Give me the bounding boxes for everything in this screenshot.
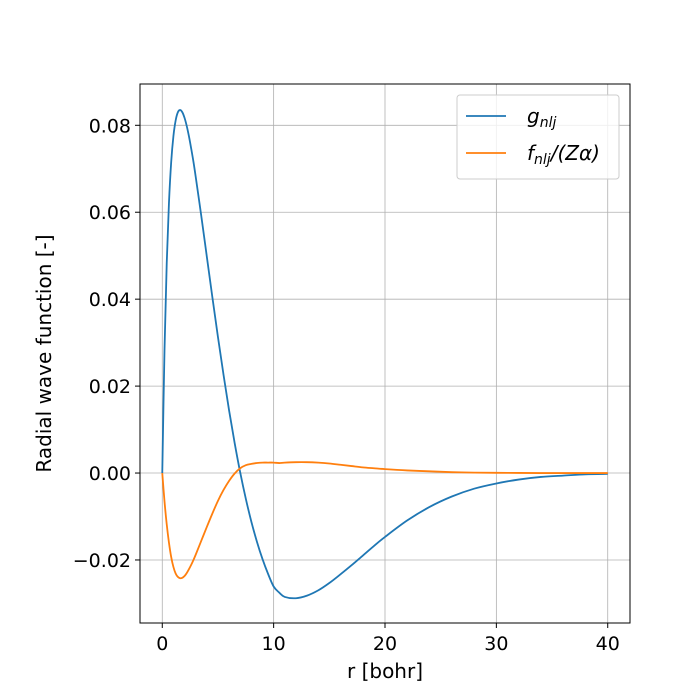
y-tick-label: 0.04: [89, 289, 131, 311]
x-tick-label: 20: [373, 633, 397, 655]
series-line-1: [161, 461, 608, 580]
x-axis-title: r [bohr]: [347, 659, 423, 683]
legend-label-1: fnlj/(Zα): [527, 141, 600, 168]
y-tick-label: −0.02: [73, 550, 131, 572]
x-tick-label: 10: [262, 633, 286, 655]
x-tick-label: 40: [596, 633, 620, 655]
y-tick-label: 0.08: [89, 115, 131, 137]
legend-label-subscript: nlj: [540, 115, 557, 131]
y-tick-label: 0.06: [89, 202, 131, 224]
y-tick-label: 0.02: [89, 376, 131, 398]
legend-label-main: g: [527, 104, 540, 128]
legend-label-subscript: nlj: [534, 152, 551, 168]
x-tick-label: 0: [156, 633, 168, 655]
ticks: 0 10 20 30 40 −0.02 0.00 0.02 0.04 0.06 0.08: [73, 115, 620, 655]
x-tick-label: 30: [484, 633, 508, 655]
legend-label-0: gnlj: [527, 104, 556, 131]
series-layer: [161, 109, 608, 600]
series-line-0: [161, 109, 608, 600]
legend-label-suffix: /(Zα): [549, 141, 600, 165]
y-axis-title: Radial wave function [-]: [32, 234, 56, 472]
legend-label-main: f: [527, 141, 537, 165]
y-tick-label: 0.00: [89, 463, 131, 485]
